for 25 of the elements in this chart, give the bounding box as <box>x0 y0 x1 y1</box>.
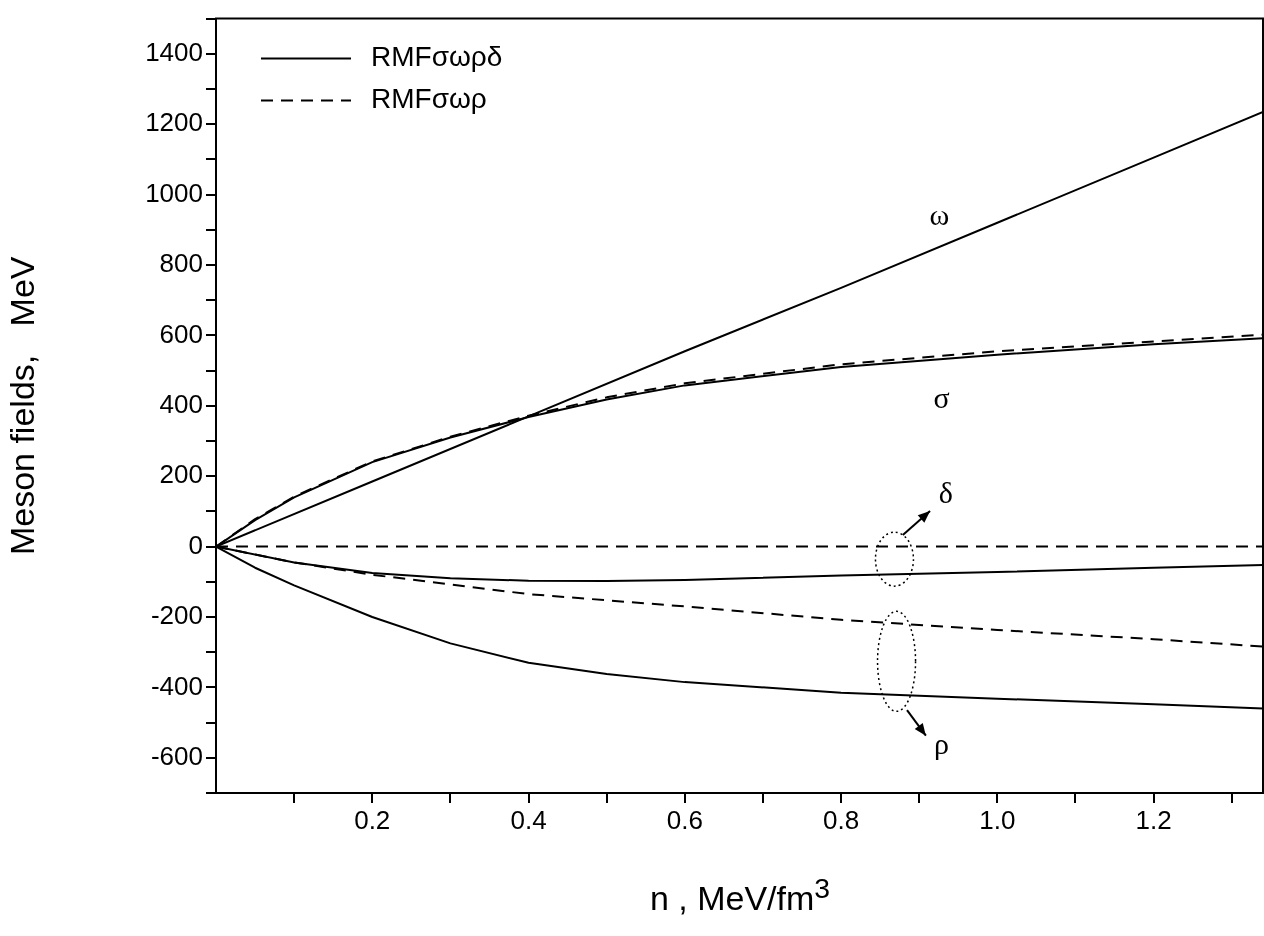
y-tick-label: 600 <box>159 318 203 349</box>
y-tick-label: -600 <box>150 740 203 771</box>
x-tick-label: 0.8 <box>823 804 860 835</box>
x-axis-title: n , MeV/fm$^{3}$ <box>648 872 832 919</box>
y-tick-label: 400 <box>159 388 203 419</box>
y-tick-label: -400 <box>150 670 203 701</box>
annotation: ρ <box>934 726 950 760</box>
x-tick-label: 0.2 <box>354 804 391 835</box>
x-tick-label: 0.6 <box>666 804 703 835</box>
annotation: σ <box>933 381 950 415</box>
y-tick-label: -200 <box>150 600 203 631</box>
x-tick-label: 1.0 <box>979 804 1016 835</box>
annotation: ω <box>929 197 950 231</box>
y-axis-title: Meson fields, MeV <box>2 256 41 556</box>
y-tick-label: 1200 <box>145 107 203 138</box>
y-tick-label: 0 <box>188 529 203 560</box>
y-tick-label: 1000 <box>145 177 203 208</box>
legend-label: RMFσωρ <box>371 83 487 115</box>
x-tick-label: 1.2 <box>1135 804 1172 835</box>
y-tick-label: 200 <box>159 459 203 490</box>
legend-label: RMFσωρδ <box>371 41 503 73</box>
x-tick-label: 0.4 <box>510 804 547 835</box>
y-tick-label: 800 <box>159 248 203 279</box>
y-tick-label: 1400 <box>145 36 203 67</box>
annotation: δ <box>938 475 953 509</box>
